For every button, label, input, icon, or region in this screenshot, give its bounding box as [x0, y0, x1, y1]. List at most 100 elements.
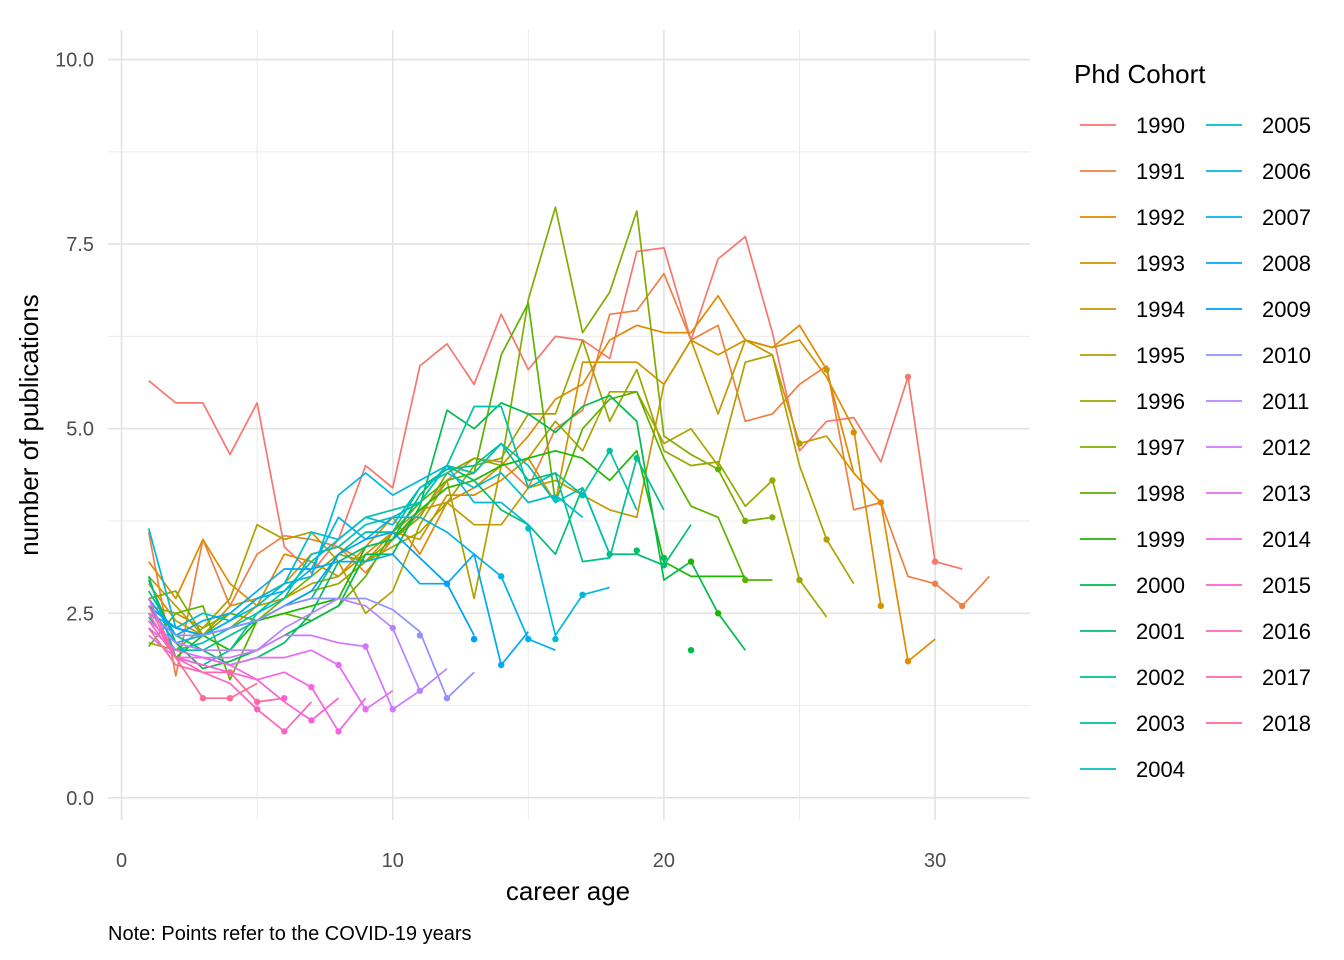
covid-point-2002 — [606, 551, 613, 558]
series-line-2015 — [147, 612, 340, 722]
covid-point-2009 — [443, 580, 451, 587]
legend-label-2014: 2014 — [1262, 527, 1311, 552]
y-tick-label: 7.5 — [66, 234, 94, 256]
covid-point-1997 — [742, 517, 749, 525]
legend-item-1990: 1990 — [1080, 113, 1185, 138]
covid-point-2007 — [498, 573, 505, 580]
series-line-2007 — [148, 516, 556, 651]
series-line-1999 — [147, 449, 746, 659]
covid-point-1991 — [959, 602, 966, 610]
legend-label-1994: 1994 — [1136, 297, 1185, 322]
covid-point-2018 — [199, 694, 207, 702]
legend-label-2016: 2016 — [1262, 619, 1311, 644]
covid-point-1998 — [742, 576, 749, 584]
legend-item-2005: 2005 — [1206, 113, 1311, 138]
legend-item-1992: 1992 — [1080, 205, 1185, 230]
x-tick-label: 30 — [924, 850, 946, 872]
legend-label-1997: 1997 — [1136, 435, 1185, 460]
covid-point-1990 — [931, 558, 939, 565]
covid-point-2012 — [362, 643, 369, 650]
covid-point-1997 — [769, 514, 776, 521]
legend-label-2003: 2003 — [1136, 711, 1185, 736]
series-line-2008 — [148, 553, 529, 666]
covid-point-2009 — [470, 635, 478, 643]
legend-label-2000: 2000 — [1136, 573, 1185, 598]
legend-item-2017: 2017 — [1206, 665, 1311, 690]
covid-point-2003 — [606, 447, 613, 455]
legend-item-2009: 2009 — [1206, 297, 1311, 322]
legend-label-2018: 2018 — [1262, 711, 1311, 736]
y-tick-label: 0.0 — [66, 788, 94, 810]
covid-point-2001 — [633, 547, 640, 554]
legend-item-2003: 2003 — [1080, 711, 1185, 736]
covid-point-1999 — [687, 558, 695, 565]
covid-point-1999 — [714, 610, 722, 617]
legend-item-2010: 2010 — [1206, 343, 1311, 368]
legend-item-2006: 2006 — [1206, 159, 1311, 184]
x-axis-title: career age — [506, 876, 630, 906]
covid-point-1993 — [850, 429, 857, 436]
covid-point-2001 — [660, 562, 668, 569]
legend-label-2013: 2013 — [1262, 481, 1311, 506]
grid — [108, 30, 1030, 820]
covid-point-1992 — [904, 658, 912, 665]
covid-point-2016 — [253, 706, 261, 713]
covid-point-1998 — [714, 466, 722, 473]
covid-point-1996 — [769, 477, 776, 484]
y-axis-title: number of publications — [14, 294, 44, 556]
covid-point-1994 — [823, 366, 830, 373]
y-tick-label: 10.0 — [55, 50, 94, 72]
series-line-2010 — [148, 597, 475, 700]
legend-item-1994: 1994 — [1080, 297, 1185, 322]
covid-point-2005 — [525, 525, 532, 532]
legend-label-1992: 1992 — [1136, 205, 1185, 230]
series-line-2011 — [148, 597, 448, 692]
legend-item-2013: 2013 — [1206, 481, 1311, 506]
caption-note: Note: Points refer to the COVID-19 years — [108, 923, 472, 945]
legend-item-1998: 1998 — [1080, 481, 1185, 506]
covid-point-2016 — [281, 728, 288, 735]
series-line-1998 — [148, 302, 773, 681]
covid-point-2000 — [660, 554, 668, 562]
covid-point-1995 — [796, 440, 803, 447]
covid-point-2015 — [281, 694, 288, 702]
series-layer — [147, 206, 990, 733]
legend-label-2008: 2008 — [1262, 251, 1311, 276]
series-line-1992 — [148, 294, 936, 663]
legend-item-2008: 2008 — [1206, 251, 1311, 276]
legend-label-1990: 1990 — [1136, 113, 1185, 138]
legend-label-1993: 1993 — [1136, 251, 1185, 276]
covid-point-2018 — [226, 694, 234, 702]
covid-point-2002 — [633, 455, 640, 462]
legend-label-1998: 1998 — [1136, 481, 1185, 506]
covid-point-1996 — [796, 576, 803, 584]
series-line-1990 — [148, 235, 963, 574]
covid-point-1990 — [904, 373, 912, 381]
legend-title: Phd Cohort — [1074, 59, 1206, 89]
legend-item-2007: 2007 — [1206, 205, 1311, 230]
series-line-2012 — [148, 627, 421, 711]
legend-label-2007: 2007 — [1262, 205, 1311, 230]
covid-point-2013 — [362, 706, 369, 713]
legend-label-1996: 1996 — [1136, 389, 1185, 414]
legend-label-2002: 2002 — [1136, 665, 1185, 690]
legend-label-1995: 1995 — [1136, 343, 1185, 368]
covid-point-2017 — [253, 698, 261, 706]
covid-point-2012 — [389, 706, 396, 713]
legend-item-1995: 1995 — [1080, 343, 1185, 368]
y-axis-ticks: 0.0 2.5 5.0 7.5 10.0 — [55, 50, 94, 810]
legend-label-2004: 2004 — [1136, 757, 1185, 782]
legend-item-1996: 1996 — [1080, 389, 1185, 414]
covid-point-1993 — [877, 602, 885, 610]
legend-item-2004: 2004 — [1080, 757, 1185, 782]
legend-label-2005: 2005 — [1262, 113, 1311, 138]
legend-item-1999: 1999 — [1080, 527, 1185, 552]
legend-item-2012: 2012 — [1206, 435, 1311, 460]
series-line-1994 — [148, 339, 855, 637]
covid-point-2005 — [552, 495, 559, 503]
covid-point-2010 — [443, 694, 451, 702]
covid-point-2006 — [579, 591, 586, 599]
covid-point-2011 — [389, 624, 396, 632]
series-line-2017 — [148, 627, 285, 703]
